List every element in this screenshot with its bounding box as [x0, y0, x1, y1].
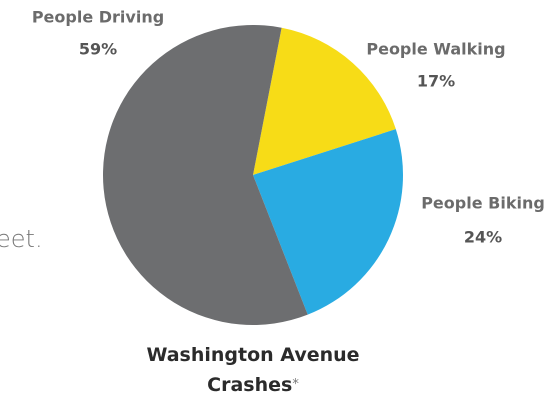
- slice-value-label: 24%: [464, 228, 502, 247]
- title-marker: *: [292, 377, 299, 392]
- slice-value-label: 59%: [79, 40, 117, 59]
- slice-label: People Walking: [366, 40, 505, 59]
- chart-title: Washington Avenue Crashes: [146, 344, 360, 396]
- pie-slice: [253, 129, 403, 315]
- chart-title-block: Washington Avenue Crashes*: [133, 340, 373, 400]
- pie-slice: [102, 24, 308, 326]
- slice-value-label: 17%: [417, 72, 455, 91]
- background-text: eet.: [0, 225, 43, 253]
- pie-slice: [253, 27, 396, 176]
- slice-label: People Driving: [32, 8, 164, 27]
- slice-label: People Biking: [421, 194, 545, 213]
